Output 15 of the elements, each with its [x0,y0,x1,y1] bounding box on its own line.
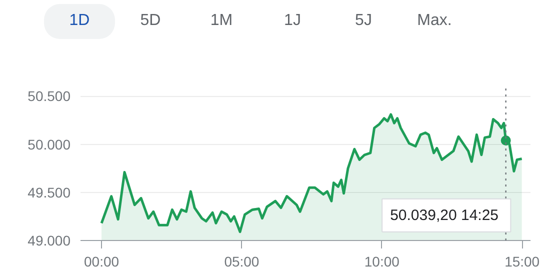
text: Max. [416,11,453,31]
x-tick-label: 00:00 [84,254,120,270]
y-tick-label: 49.500 [28,184,71,200]
y-tick-label: 49.000 [28,232,71,248]
y-tick-label: 50.000 [28,136,71,152]
text: 1J [283,11,302,31]
x-tick-label: 10:00 [364,254,400,270]
text: 5J [354,11,373,31]
text: 1D [44,4,115,39]
y-tick-label: 50.500 [28,88,71,104]
x-tick-label: 05:00 [224,254,260,270]
annotation: 50.039,20 14:25 [390,206,499,224]
text: 1M [209,11,234,31]
text: 5D [139,11,162,31]
x-tick-label: 15:00 [504,254,540,270]
